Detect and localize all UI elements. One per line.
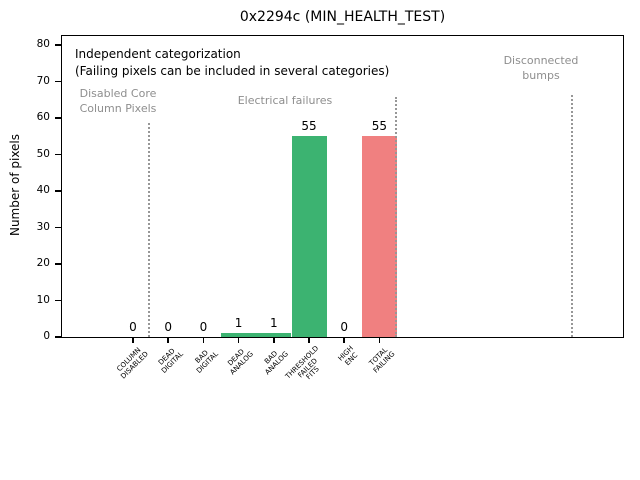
y-tick-mark bbox=[55, 336, 62, 338]
x-tick-mark bbox=[273, 337, 275, 343]
section-label: Disabled Core Column Pixels bbox=[79, 87, 157, 115]
x-tick-label: TOTAL FAILING bbox=[367, 345, 396, 375]
section-label: Electrical failures bbox=[237, 94, 333, 107]
bar-value-label: 55 bbox=[301, 119, 317, 134]
y-tick-mark bbox=[55, 263, 62, 265]
annotation-failing-pixels-note: (Failing pixels can be included in sever… bbox=[75, 64, 390, 78]
section-divider-line bbox=[148, 123, 150, 337]
y-tick-label: 10 bbox=[36, 293, 50, 306]
x-tick-label: HIGH ENC bbox=[336, 344, 360, 367]
bar-value-label: 1 bbox=[234, 316, 243, 331]
bar-value-label: 55 bbox=[371, 119, 388, 134]
x-tick-mark bbox=[343, 337, 345, 343]
y-tick-label: 50 bbox=[36, 147, 50, 160]
y-tick-label: 0 bbox=[43, 330, 50, 342]
y-tick-mark bbox=[55, 299, 62, 301]
bar-value-label: 1 bbox=[269, 316, 278, 331]
bar bbox=[291, 136, 327, 337]
x-tick-mark bbox=[378, 337, 381, 343]
section-label: Disconnected bumps bbox=[503, 54, 579, 82]
bar bbox=[256, 333, 292, 337]
x-tick-mark bbox=[308, 337, 310, 343]
y-tick-label: 80 bbox=[36, 38, 50, 50]
x-tick-label: DEAD ANALOG bbox=[226, 347, 255, 377]
x-tick-label: THRESHOLD FAILED FITS bbox=[283, 344, 321, 382]
x-tick-label: DEAD DIGITAL bbox=[156, 346, 185, 375]
y-tick-label: 20 bbox=[36, 257, 50, 269]
bar bbox=[361, 136, 397, 337]
bar bbox=[221, 333, 257, 337]
bar-value-label: 0 bbox=[199, 320, 208, 334]
y-tick-mark bbox=[55, 153, 62, 155]
section-divider-line bbox=[571, 95, 573, 337]
x-tick-mark bbox=[237, 337, 240, 343]
plot-area bbox=[61, 35, 624, 338]
x-tick-mark bbox=[167, 337, 169, 343]
y-tick-label: 60 bbox=[36, 111, 50, 123]
bar-value-label: 0 bbox=[129, 320, 137, 334]
bar-value-label: 0 bbox=[340, 320, 348, 334]
chart-title: 0x2294c (MIN_HEALTH_TEST) bbox=[239, 9, 446, 25]
y-tick-label: 30 bbox=[36, 220, 50, 233]
bar-value-label: 0 bbox=[164, 320, 172, 334]
x-tick-mark bbox=[132, 337, 134, 343]
x-tick-label: COLUMN DISABLED bbox=[115, 346, 150, 381]
y-tick-label: 40 bbox=[36, 184, 50, 196]
y-tick-mark bbox=[55, 226, 62, 228]
y-tick-mark bbox=[55, 190, 62, 192]
y-tick-mark bbox=[55, 80, 62, 82]
y-tick-label: 70 bbox=[36, 74, 50, 87]
annotation-independent-categorization: Independent categorization bbox=[75, 47, 241, 61]
section-divider-line bbox=[395, 97, 397, 337]
y-tick-mark bbox=[55, 117, 62, 119]
x-tick-mark bbox=[202, 337, 205, 343]
y-tick-mark bbox=[55, 44, 62, 46]
x-tick-label: BAD DIGITAL bbox=[193, 348, 220, 375]
